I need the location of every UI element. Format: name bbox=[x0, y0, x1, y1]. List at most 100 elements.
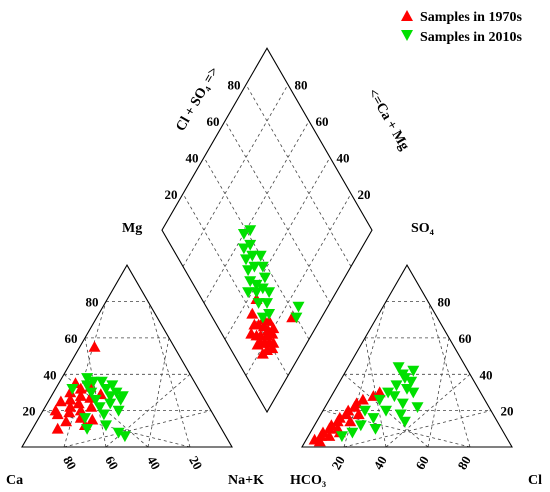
diamond-point-2010s bbox=[240, 254, 252, 266]
cation-point-2010s bbox=[100, 384, 112, 395]
cation-point-2010s bbox=[110, 387, 123, 399]
diamond-point-2010s bbox=[292, 301, 305, 313]
diamond-point-2010s bbox=[246, 250, 259, 262]
cation-point-2010s bbox=[116, 391, 129, 403]
cation-point-2010s bbox=[81, 373, 94, 384]
legend-label-2010s: Samples in 2010s bbox=[420, 30, 522, 45]
cation-point-1970s bbox=[51, 422, 64, 434]
diamond-point-2010s bbox=[244, 225, 257, 237]
legend: Samples in 1970s Samples in 2010s bbox=[401, 10, 522, 45]
tick-camg-20: 20 bbox=[358, 187, 371, 202]
cation-right-label: Na+K bbox=[228, 473, 264, 488]
anion-point-1970s bbox=[350, 397, 363, 409]
tick-ca-40: 40 bbox=[144, 453, 163, 472]
diamond-point-2010s bbox=[290, 312, 303, 324]
cation-point-1970s bbox=[64, 386, 77, 398]
diamond-point-1970s bbox=[251, 338, 264, 350]
cation-point-1970s bbox=[64, 393, 77, 405]
cation-point-1970s bbox=[54, 395, 67, 407]
anion-point-2010s bbox=[346, 427, 359, 439]
anion-left-label: HCO₃ bbox=[290, 473, 326, 488]
tick-mg-40: 40 bbox=[44, 367, 57, 382]
anion-grid-r bbox=[427, 337, 450, 448]
anion-grid-r bbox=[427, 301, 471, 448]
anion-point-2010s bbox=[367, 413, 380, 424]
anion-right-label: Cl bbox=[528, 473, 542, 488]
cation-point-2010s bbox=[95, 376, 108, 388]
tick-cl-80: 80 bbox=[454, 453, 473, 472]
anion-triangle bbox=[301, 264, 513, 448]
tick-ca-60: 60 bbox=[102, 453, 121, 472]
diamond-point-2010s bbox=[237, 229, 250, 240]
tick-so4-60: 60 bbox=[459, 331, 472, 346]
cation-point-1970s bbox=[49, 404, 62, 416]
cation-point-1970s bbox=[64, 401, 77, 412]
tick-so4cl-40: 40 bbox=[186, 150, 199, 165]
diamond-point-1970s bbox=[262, 324, 275, 335]
anion-point-1970s bbox=[342, 404, 355, 416]
anion-point-1970s bbox=[344, 415, 357, 427]
tick-so4-20: 20 bbox=[501, 404, 514, 419]
cation-point-2010s bbox=[104, 398, 117, 410]
diamond-point-2010s bbox=[252, 298, 265, 309]
cation-point-1970s bbox=[85, 401, 98, 412]
cation-grid-l bbox=[84, 337, 107, 448]
cation-point-2010s bbox=[112, 427, 125, 439]
anion-point-2010s bbox=[398, 416, 411, 428]
cation-point-1970s bbox=[63, 406, 76, 418]
anion-point-1970s bbox=[356, 393, 369, 405]
legend-label-1970s: Samples in 1970s bbox=[420, 10, 522, 25]
diamond-grid-b bbox=[203, 157, 310, 340]
cation-point-1970s bbox=[74, 382, 87, 394]
cation-point-1970s bbox=[72, 397, 85, 409]
anion-point-2010s bbox=[335, 431, 348, 443]
diamond-point-2010s bbox=[242, 287, 255, 298]
diamond-grid-b bbox=[182, 193, 289, 376]
diamond-field bbox=[161, 47, 373, 414]
diamond-grid-a bbox=[203, 120, 310, 304]
diamond-point-1970s bbox=[266, 342, 279, 354]
diamond-point-1970s bbox=[246, 307, 259, 319]
cation-triangle bbox=[21, 264, 233, 448]
anion-point-1970s bbox=[317, 426, 329, 438]
cation-grid-l bbox=[63, 301, 107, 448]
cation-point-2010s bbox=[81, 424, 94, 435]
diamond-point-2010s bbox=[250, 287, 263, 298]
anion-point-1970s bbox=[373, 386, 386, 398]
cation-point-2010s bbox=[89, 394, 102, 406]
cation-point-2010s bbox=[97, 409, 110, 421]
tick-so4cl-80: 80 bbox=[228, 78, 241, 93]
cation-point-2010s bbox=[93, 402, 106, 413]
anion-point-2010s bbox=[354, 420, 367, 432]
anion-point-1970s bbox=[323, 430, 336, 441]
cation-point-2010s bbox=[81, 380, 94, 392]
anion-grid-r bbox=[343, 410, 492, 448]
diamond-point-1970s bbox=[248, 318, 261, 330]
tick-camg-80: 80 bbox=[295, 78, 308, 93]
tick-cl-40: 40 bbox=[370, 453, 389, 472]
diamond-point-2010s bbox=[242, 265, 255, 277]
anion-point-2010s bbox=[392, 362, 405, 373]
anion-point-2010s bbox=[405, 376, 418, 388]
diamond-point-2010s bbox=[256, 312, 269, 324]
tick-cl-20: 20 bbox=[328, 453, 347, 472]
cation-point-2010s bbox=[104, 391, 117, 403]
diamond-point-1970s bbox=[245, 327, 258, 339]
anion-point-2010s bbox=[359, 405, 371, 417]
cation-point-2010s bbox=[79, 413, 91, 424]
cation-point-2010s bbox=[112, 405, 125, 417]
tick-so4cl-60: 60 bbox=[207, 114, 220, 129]
anion-point-2010s bbox=[394, 409, 407, 421]
grid-layer bbox=[42, 84, 492, 448]
cation-point-1970s bbox=[74, 390, 87, 401]
anion-point-2010s bbox=[380, 405, 392, 417]
frame-layer bbox=[21, 47, 513, 448]
legend-marker-1970s bbox=[401, 10, 413, 21]
tick-so4cl-20: 20 bbox=[165, 187, 178, 202]
diamond-point-2010s bbox=[248, 261, 261, 273]
diamond-grid-b bbox=[245, 84, 352, 267]
anion-point-2010s bbox=[382, 387, 395, 399]
diamond-point-2010s bbox=[250, 279, 263, 291]
anion-point-2010s bbox=[407, 365, 420, 377]
